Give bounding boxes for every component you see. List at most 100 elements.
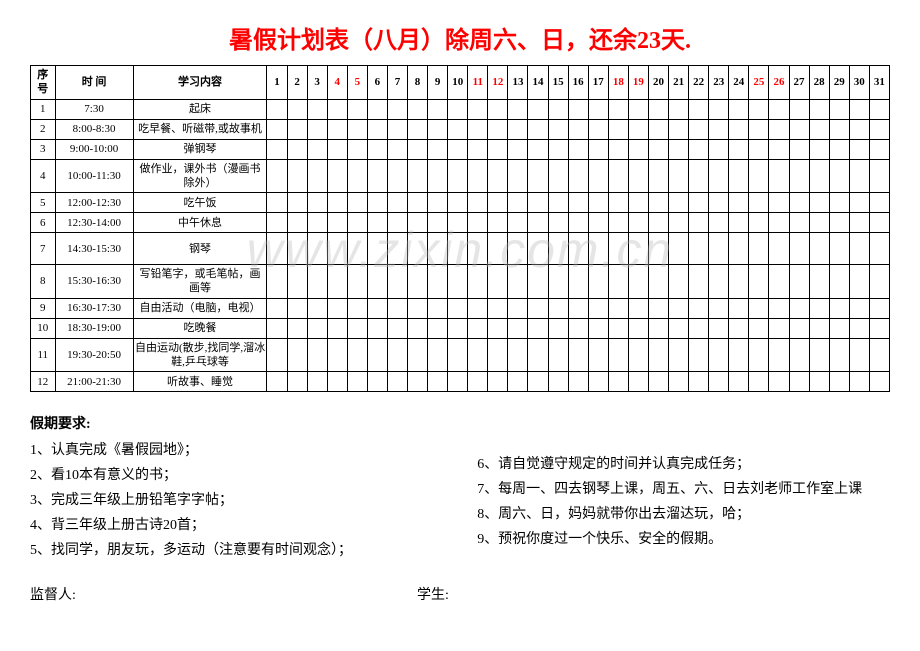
table-row: 612:30-14:00中午休息 <box>31 213 890 233</box>
header-day-8: 8 <box>408 66 428 100</box>
cell-day <box>267 233 287 265</box>
cell-day <box>628 139 648 159</box>
requirements-title: 假期要求: <box>30 412 890 437</box>
cell-day <box>628 233 648 265</box>
cell-day <box>448 99 468 119</box>
cell-time: 10:00-11:30 <box>55 159 133 193</box>
cell-day <box>849 193 869 213</box>
cell-day <box>709 233 729 265</box>
cell-day <box>789 139 809 159</box>
table-row: 916:30-17:30自由活动（电脑，电视） <box>31 298 890 318</box>
cell-day <box>468 119 488 139</box>
cell-day <box>709 99 729 119</box>
cell-day <box>267 99 287 119</box>
cell-day <box>689 265 709 299</box>
cell-day <box>789 372 809 392</box>
cell-day <box>789 119 809 139</box>
cell-day <box>367 119 387 139</box>
header-day-31: 31 <box>869 66 889 100</box>
cell-day <box>327 372 347 392</box>
cell-day <box>789 213 809 233</box>
cell-day <box>548 213 568 233</box>
cell-day <box>548 233 568 265</box>
cell-day <box>809 338 829 372</box>
cell-day <box>769 193 789 213</box>
cell-seq: 3 <box>31 139 56 159</box>
cell-content: 弹钢琴 <box>133 139 267 159</box>
header-day-21: 21 <box>669 66 689 100</box>
cell-day <box>669 372 689 392</box>
cell-day <box>568 233 588 265</box>
cell-day <box>648 372 668 392</box>
cell-day <box>608 338 628 372</box>
cell-day <box>749 159 769 193</box>
cell-day <box>648 99 668 119</box>
cell-day <box>528 99 548 119</box>
header-day-1: 1 <box>267 66 287 100</box>
cell-day <box>387 233 407 265</box>
cell-day <box>568 372 588 392</box>
cell-day <box>709 139 729 159</box>
cell-day <box>327 159 347 193</box>
cell-day <box>849 99 869 119</box>
cell-content: 自由运动(散步,找同学,溜冰鞋,乒乓球等 <box>133 338 267 372</box>
cell-content: 起床 <box>133 99 267 119</box>
cell-day <box>568 298 588 318</box>
header-row: 序号 时 间 学习内容 1234567891011121314151617181… <box>31 66 890 100</box>
requirement-item: 6、请自觉遵守规定的时间并认真完成任务； <box>477 452 890 477</box>
cell-day <box>347 213 367 233</box>
header-day-15: 15 <box>548 66 568 100</box>
table-row: 815:30-16:30写铅笔字，或毛笔帖，画画等 <box>31 265 890 299</box>
cell-day <box>548 99 568 119</box>
cell-content: 吃晚餐 <box>133 318 267 338</box>
cell-time: 16:30-17:30 <box>55 298 133 318</box>
requirement-item: 1、认真完成《暑假园地》； <box>30 438 477 463</box>
cell-day <box>849 318 869 338</box>
requirement-item: 5、找同学，朋友玩，多运动（注意要有时间观念）； <box>30 538 477 563</box>
header-day-12: 12 <box>488 66 508 100</box>
cell-day <box>508 338 528 372</box>
cell-day <box>528 298 548 318</box>
table-row: 512:00-12:30吃午饭 <box>31 193 890 213</box>
cell-day <box>488 119 508 139</box>
cell-day <box>528 233 548 265</box>
cell-day <box>307 193 327 213</box>
cell-day <box>468 193 488 213</box>
header-day-27: 27 <box>789 66 809 100</box>
cell-day <box>769 119 789 139</box>
cell-day <box>628 338 648 372</box>
cell-day <box>327 265 347 299</box>
header-day-18: 18 <box>608 66 628 100</box>
cell-day <box>307 213 327 233</box>
cell-day <box>448 265 468 299</box>
header-day-5: 5 <box>347 66 367 100</box>
cell-time: 14:30-15:30 <box>55 233 133 265</box>
cell-day <box>709 372 729 392</box>
cell-day <box>448 338 468 372</box>
cell-day <box>849 298 869 318</box>
cell-day <box>327 193 347 213</box>
cell-day <box>608 213 628 233</box>
cell-day <box>829 318 849 338</box>
cell-day <box>408 193 428 213</box>
cell-day <box>287 213 307 233</box>
cell-day <box>408 213 428 233</box>
cell-day <box>669 233 689 265</box>
cell-day <box>789 193 809 213</box>
cell-day <box>809 99 829 119</box>
cell-day <box>468 139 488 159</box>
cell-day <box>387 338 407 372</box>
cell-day <box>468 265 488 299</box>
cell-day <box>608 233 628 265</box>
cell-day <box>608 193 628 213</box>
cell-content: 写铅笔字，或毛笔帖，画画等 <box>133 265 267 299</box>
cell-day <box>267 318 287 338</box>
cell-day <box>689 159 709 193</box>
cell-day <box>729 372 749 392</box>
cell-day <box>287 139 307 159</box>
cell-day <box>428 99 448 119</box>
cell-day <box>267 213 287 233</box>
cell-day <box>488 213 508 233</box>
cell-day <box>448 193 468 213</box>
cell-day <box>428 298 448 318</box>
